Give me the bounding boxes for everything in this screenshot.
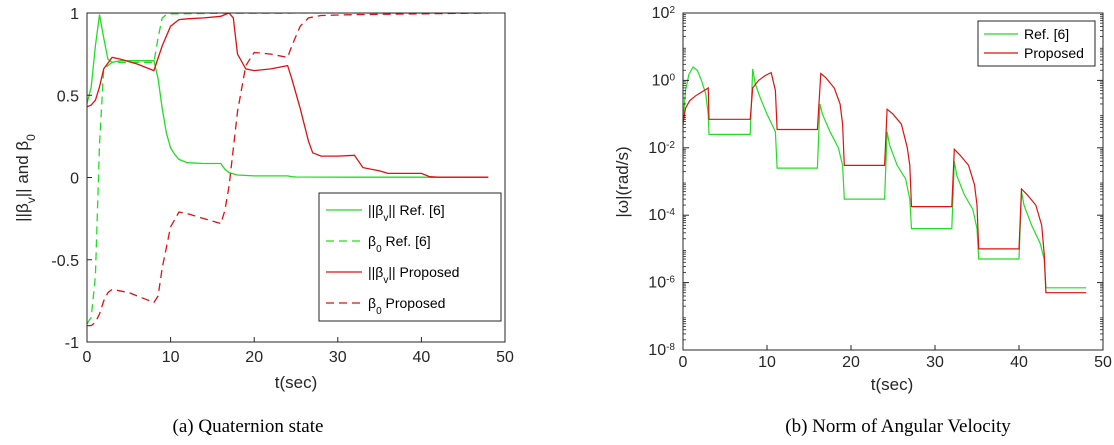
legend-b: Ref. [6] Proposed	[977, 20, 1096, 67]
y-tick-label-a-1: -0.5	[51, 253, 79, 270]
x-tick-label-b-5: 50	[1094, 354, 1112, 371]
x-tick-label-b-1: 10	[758, 354, 776, 371]
y-tick-label-b-5: 102	[652, 5, 676, 23]
x-tick-label-b-2: 20	[842, 354, 860, 371]
x-tick-label-a-0: 0	[83, 349, 92, 366]
svg-text:Proposed: Proposed	[1024, 45, 1084, 61]
legend-box-a	[318, 192, 502, 322]
chart-angular-velocity: 0 10 20 30 40 50 10-8 10-6 10-4 10-2 100 102 t(sec)…	[613, 5, 1112, 438]
y-tick-label-b-4: 100	[652, 72, 676, 90]
y-tick-label-b-2: 10-4	[648, 207, 675, 225]
caption-b: (b) Norm of Angular Velocity	[785, 416, 1011, 437]
svg-text:Ref. [6]: Ref. [6]	[1024, 26, 1069, 42]
x-tick-label-a-3: 30	[329, 349, 347, 366]
series-line-a-1	[87, 13, 489, 325]
legend-a: ||βv|| Ref. [6] β0 Ref. [6] ||βv|| Propo…	[318, 192, 502, 322]
series-line-a-3	[87, 13, 489, 327]
y-axis-label-b: |ω|(rad/s)	[613, 146, 632, 217]
x-tick-label-a-4: 40	[413, 349, 431, 366]
series-line-b-0	[683, 66, 1087, 289]
series-line-b-1	[683, 71, 1087, 294]
x-tick-label-a-2: 20	[245, 349, 263, 366]
x-axis-label-b: t(sec)	[871, 375, 914, 394]
plot-frame-b	[682, 12, 1104, 351]
y-tick-label-a-4: 1	[70, 6, 79, 23]
y-tick-label-a-0: -1	[65, 335, 79, 352]
x-tick-label-b-0: 0	[679, 354, 688, 371]
legend-box-b	[977, 20, 1096, 67]
series-line-a-2	[87, 13, 489, 178]
x-tick-label-a-1: 10	[162, 349, 180, 366]
y-axis-label-a: ||βv|| and β0	[13, 134, 38, 222]
x-tick-label-a-5: 50	[496, 349, 514, 366]
legend-entry-ref: Ref. [6]	[984, 26, 1069, 42]
x-tick-label-b-3: 30	[926, 354, 944, 371]
y-tick-label-b-1: 10-6	[648, 274, 675, 292]
y-tick-label-a-2: 0	[70, 171, 79, 188]
x-axis-label-a: t(sec)	[275, 373, 318, 392]
x-tick-label-b-4: 40	[1010, 354, 1028, 371]
series-line-a-0	[87, 14, 489, 178]
caption-a: (a) Quaternion state	[173, 416, 324, 437]
chart-quaternion-state: 0 10 20 30 40 50 -1 -0.5 0 0.5 1 t(sec) ||βv|| and…	[13, 6, 514, 437]
legend-entry-proposed: Proposed	[984, 45, 1084, 61]
y-tick-label-a-3: 0.5	[57, 88, 79, 105]
y-tick-label-b-3: 10-2	[648, 139, 675, 157]
y-tick-label-b-0: 10-8	[648, 342, 675, 360]
